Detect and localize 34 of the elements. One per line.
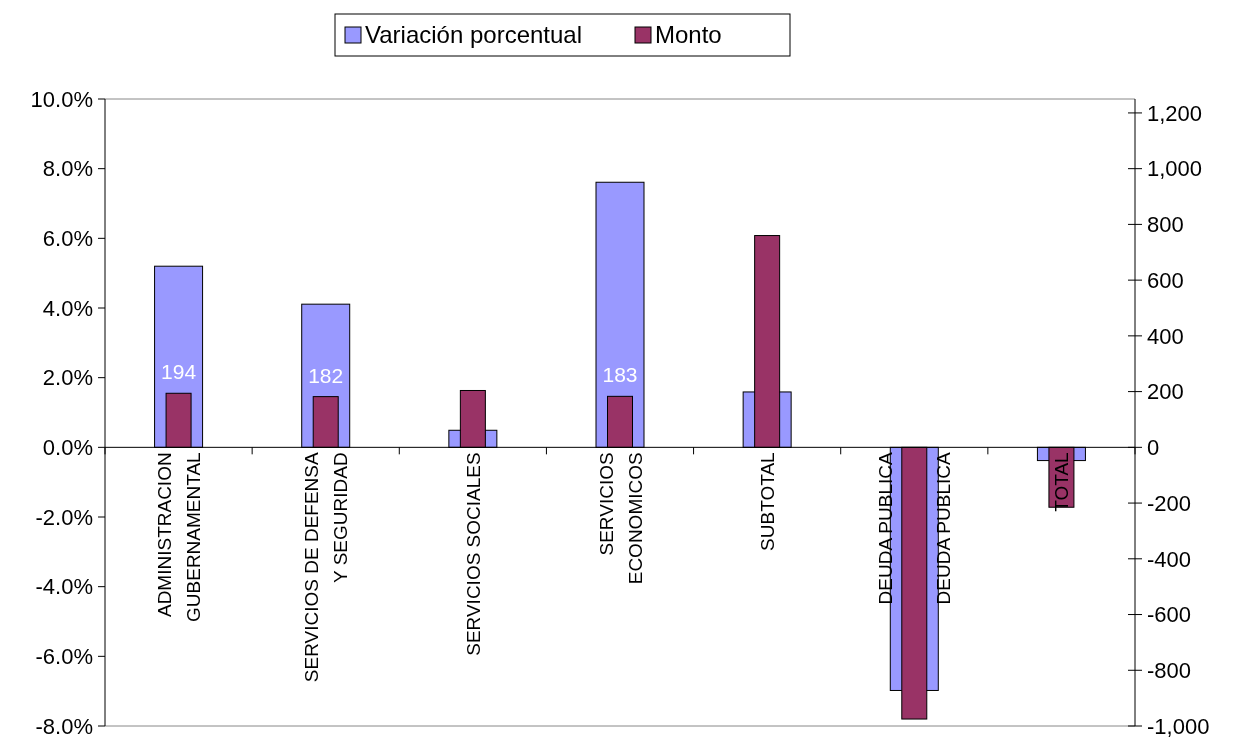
legend-label: Monto: [655, 21, 722, 49]
y-tick-label: 0.0%: [42, 435, 93, 461]
y-tick-label: -2.0%: [35, 504, 93, 530]
y-tick-label: -4.0%: [35, 574, 93, 600]
y-tick-label: 2.0%: [42, 365, 93, 391]
category-label: DEUDA PUBLICA DEUDA PUBLICA: [875, 452, 955, 605]
y-tick-label: 8.0%: [42, 156, 93, 182]
data-label: 194: [161, 360, 197, 384]
y2-tick-label: 0: [1147, 435, 1160, 461]
y-tick-label: 4.0%: [42, 295, 93, 321]
y-tick-label: -6.0%: [35, 644, 93, 670]
y2-tick-label: 400: [1147, 323, 1184, 349]
y2-tick-label: 800: [1147, 212, 1184, 238]
data-label: 182: [308, 363, 344, 387]
y2-tick-label: -1,000: [1147, 713, 1210, 737]
x-tick-label: SUBTOTAL: [757, 452, 779, 551]
y2-tick-label: -800: [1147, 657, 1192, 683]
y2-tick-label: -200: [1147, 490, 1192, 516]
y2-tick-label: 1,200: [1147, 100, 1203, 126]
x-tick-label: TOTAL: [1051, 452, 1073, 512]
y2-tick-label: 1,000: [1147, 156, 1203, 182]
x-tick-label: SERVICIOS SOCIALES: [462, 452, 484, 656]
y-tick-label: -8.0%: [35, 713, 93, 737]
y2-tick-label: -400: [1147, 546, 1192, 572]
y2-tick-label: 600: [1147, 267, 1184, 293]
y2-tick-label: 200: [1147, 379, 1184, 405]
x-tick-label: ADMINISTRACION GUBERNAMENTAL: [154, 452, 205, 622]
legend-label: Variación porcentual: [365, 21, 583, 49]
y-tick-label: 6.0%: [42, 226, 93, 252]
y2-tick-label: -600: [1147, 602, 1192, 628]
x-tick-label: SERVICIOS ECONOMICOS: [595, 452, 646, 585]
data-label: 183: [602, 363, 638, 387]
x-tick-label: SERVICIOS DE DEFENSA Y SEGURIDAD: [301, 452, 352, 683]
y-tick-label: 10.0%: [30, 86, 93, 112]
